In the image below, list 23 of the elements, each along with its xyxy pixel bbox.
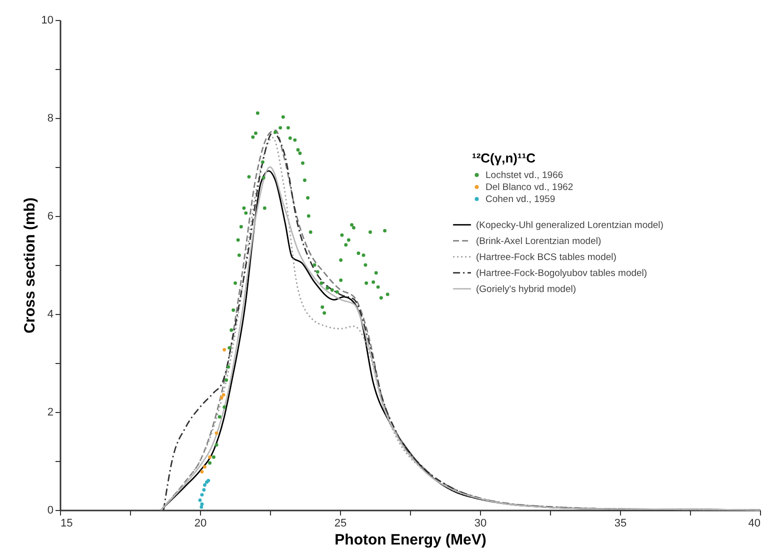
x-tick-label: 35 [614,518,627,530]
legend-label: (Kopecky-Uhl generalized Lorentzian model) [476,220,664,231]
y-tick-label: 6 [47,210,54,222]
legend-label: Lochstet vd., 1966 [486,170,564,182]
legend-label: Del Blanco vd., 1962 [486,182,574,194]
legend-label: (Hartree-Fock-Bogolyubov tables model) [476,268,648,279]
x-axis-title: Photon Energy (MeV) [334,532,486,548]
x-tick-label: 15 [60,518,73,530]
x-tick-label: 30 [474,518,487,530]
legend-label: (Hartree-Fock BCS tables model) [476,252,616,263]
y-tick-label: 4 [47,308,54,320]
legend-label: (Goriely's hybrid model) [476,284,576,295]
x-tick-label: 40 [748,518,760,530]
legend-label: Cohen vd., 1959 [486,194,556,206]
y-tick-label: 8 [47,112,54,124]
y-axis-title: Cross section (mb) [21,198,38,334]
x-tick-label: 25 [334,518,347,530]
y-tick-label: 2 [47,406,54,418]
legend-label: (Brink-Axel Lorentzian model) [476,236,602,247]
x-tick-label: 20 [194,518,207,530]
y-tick-label: 10 [41,14,54,26]
legend-title: ¹²C(γ,n)¹¹C [472,150,536,166]
y-tick-label: 0 [47,504,54,516]
